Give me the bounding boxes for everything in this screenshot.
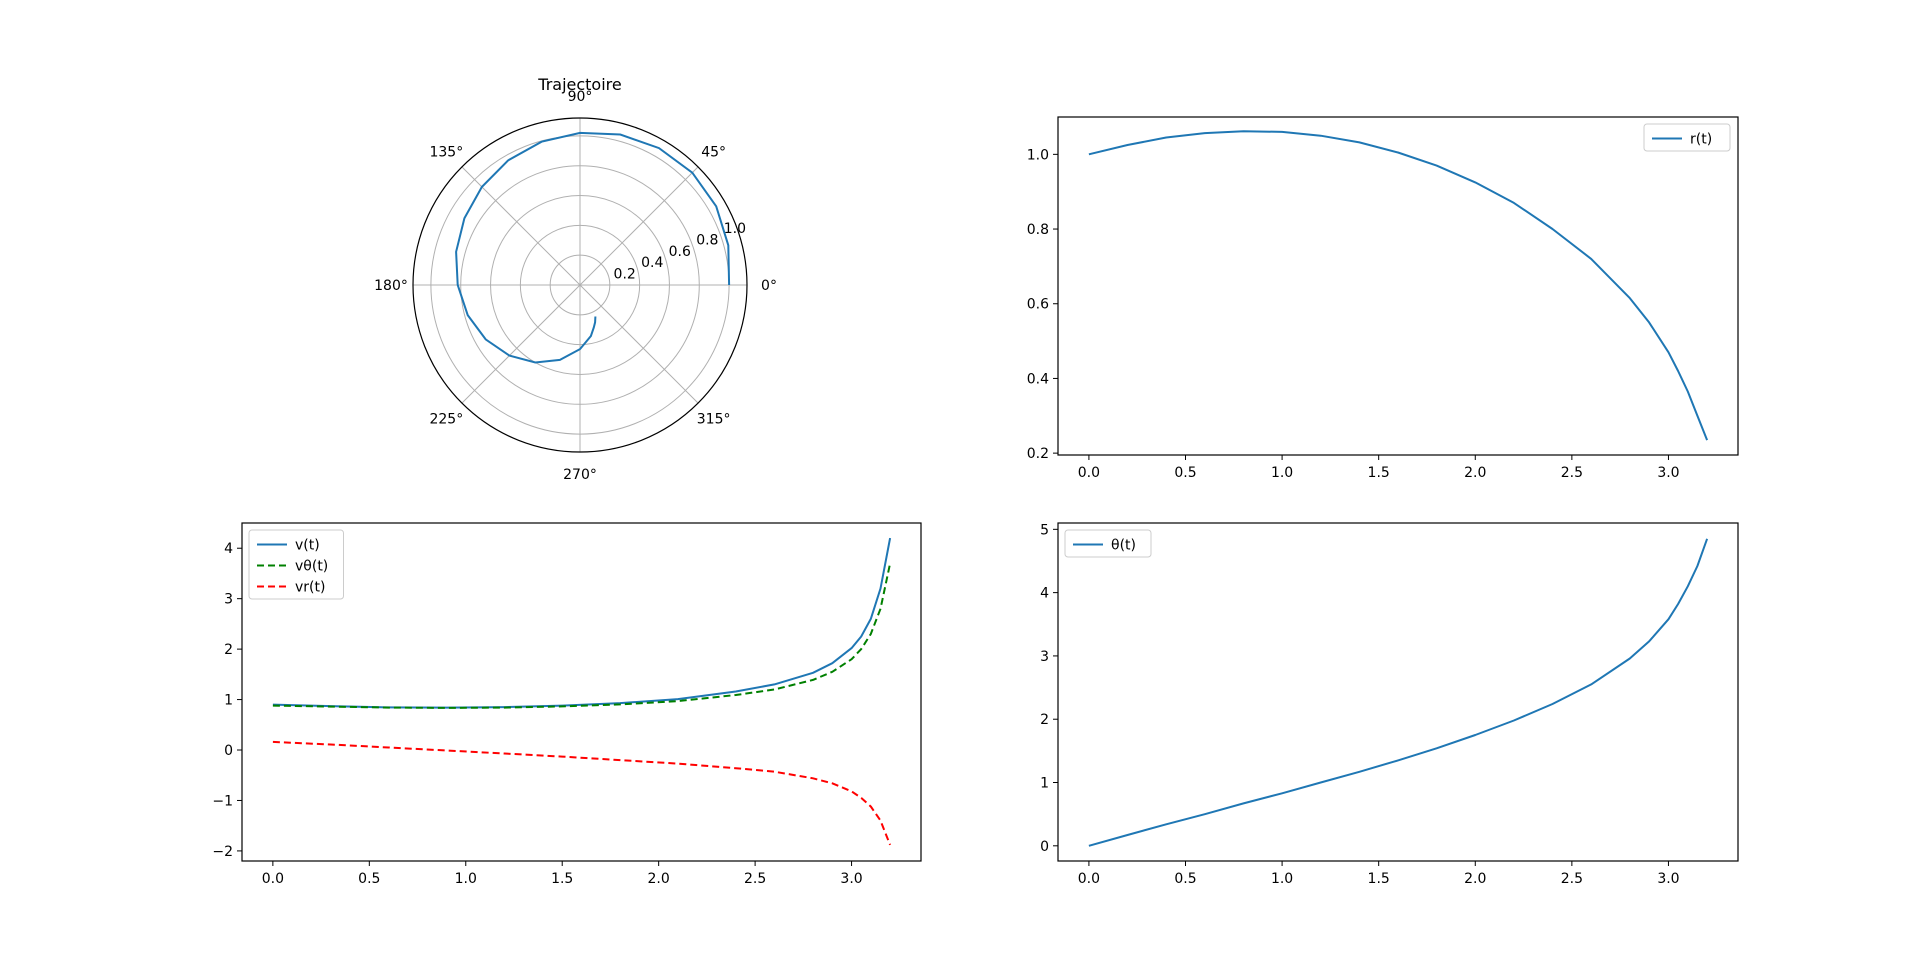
axes-frame: [241, 522, 922, 862]
polar-angle-tick-label: 180°: [374, 278, 408, 294]
y-tick-label: 0: [1040, 839, 1049, 855]
y-tick-label: 4: [1040, 586, 1049, 602]
polar-angle-tick-label: 315°: [697, 412, 731, 428]
polar-angle-tick-label: 0°: [761, 278, 777, 294]
series-line: [272, 563, 892, 709]
x-tick-label: 0.5: [1174, 871, 1196, 887]
legend: r(t): [1643, 123, 1731, 152]
polar-radial-tick-label: 0.4: [641, 255, 663, 271]
series-line: [1088, 130, 1709, 441]
polar-tick-labels: 0° 45° 90° 135° 180° 225° 270° 315° 0.2 0.4 0.6 0.8…: [374, 89, 777, 483]
y-tick-label: 1.0: [1027, 147, 1049, 163]
x-tick-label: 2.0: [1464, 871, 1486, 887]
x-tick-label: 0.5: [358, 871, 380, 887]
r-plot: 0.0 0.5 1.0 1.5 2.0 2.5 3.0 0.2 0.4 0.6 0.8 1.0 r(t): [1027, 116, 1739, 481]
series-group: [1088, 130, 1709, 441]
polar-angle-tick-label: 225°: [429, 412, 463, 428]
axes-frame: [1057, 522, 1739, 862]
x-tick-label: 2.5: [1561, 871, 1583, 887]
polar-grid-spoke: [579, 284, 699, 404]
legend: θ(t): [1064, 529, 1152, 558]
legend-box: [248, 529, 344, 600]
y-tick-label: 2: [1040, 712, 1049, 728]
series-group: [272, 537, 892, 846]
y-tick-label: 5: [1040, 522, 1049, 538]
polar-grid-spoke: [579, 166, 699, 286]
theta-plot: 0.0 0.5 1.0 1.5 2.0 2.5 3.0 0 1 2 3 4 5 θ(t): [1040, 522, 1739, 887]
polar-radial-tick-label: 1.0: [724, 221, 746, 237]
x-tick-label: 0.0: [1078, 871, 1100, 887]
axes-frame: [1057, 116, 1739, 456]
x-tick-label: 3.0: [1657, 871, 1679, 887]
polar-angle-tick-label: 90°: [568, 89, 593, 105]
y-tick-label: 1: [224, 693, 233, 709]
y-tick-label: 0.4: [1027, 371, 1049, 387]
legend-box: [1643, 123, 1731, 152]
polar-title: Trajectoire: [537, 75, 621, 94]
legend-label: vr(t): [295, 580, 325, 596]
legend-box: [1064, 529, 1152, 558]
x-tick-label: 0.5: [1174, 465, 1196, 481]
x-tick-label: 3.0: [840, 871, 862, 887]
y-tick-label: 0.6: [1027, 297, 1049, 313]
polar-series-line: [455, 131, 731, 364]
x-tick-label: 1.5: [1368, 465, 1390, 481]
x-tick-label: 1.0: [1271, 871, 1293, 887]
x-tick-label: 2.5: [1561, 465, 1583, 481]
x-tick-label: 1.5: [1368, 871, 1390, 887]
y-tick-label: 3: [224, 592, 233, 608]
x-tick-label: 2.0: [648, 871, 670, 887]
polar-angle-tick-label: 45°: [701, 144, 726, 160]
y-tick-label: 0: [224, 743, 233, 759]
x-tick-label: 3.0: [1657, 465, 1679, 481]
legend: v(t) vθ(t) vr(t): [248, 529, 344, 600]
y-tick-label: 0.8: [1027, 222, 1049, 238]
series-line: [272, 740, 892, 846]
polar-angle-tick-label: 135°: [429, 144, 463, 160]
polar-radial-tick-label: 0.6: [669, 244, 691, 260]
x-tick-label: 2.0: [1464, 465, 1486, 481]
y-tick-label: 3: [1040, 649, 1049, 665]
polar-radial-tick-label: 0.2: [614, 267, 636, 283]
x-tick-label: 1.0: [455, 871, 477, 887]
series-line: [1088, 538, 1709, 847]
x-tick-label: 0.0: [262, 871, 284, 887]
y-tick-label: 2: [224, 642, 233, 658]
y-tick-label: −1: [212, 793, 233, 809]
polar-series: [455, 131, 731, 364]
legend-label: vθ(t): [295, 559, 328, 575]
y-tick-label: 1: [1040, 776, 1049, 792]
polar-radial-tick-label: 0.8: [696, 232, 718, 248]
polar-trajectory-plot: Trajectoire 0° 45° 90° 135° 180° 225° 270° 315°…: [374, 75, 777, 483]
polar-grid-spoke: [461, 284, 581, 404]
x-tick-label: 2.5: [744, 871, 766, 887]
x-tick-label: 0.0: [1078, 465, 1100, 481]
x-tick-label: 1.0: [1271, 465, 1293, 481]
y-tick-label: 0.2: [1027, 446, 1049, 462]
y-tick-label: −2: [212, 844, 233, 860]
polar-grid: [412, 117, 748, 453]
polar-outer-circle: [412, 117, 748, 453]
polar-angle-tick-label: 270°: [563, 467, 597, 483]
x-tick-label: 1.5: [551, 871, 573, 887]
y-tick-label: 4: [224, 541, 233, 557]
series-group: [1088, 538, 1709, 847]
legend-label: r(t): [1690, 132, 1712, 148]
legend-label: v(t): [295, 538, 320, 554]
legend-label: θ(t): [1111, 538, 1136, 554]
